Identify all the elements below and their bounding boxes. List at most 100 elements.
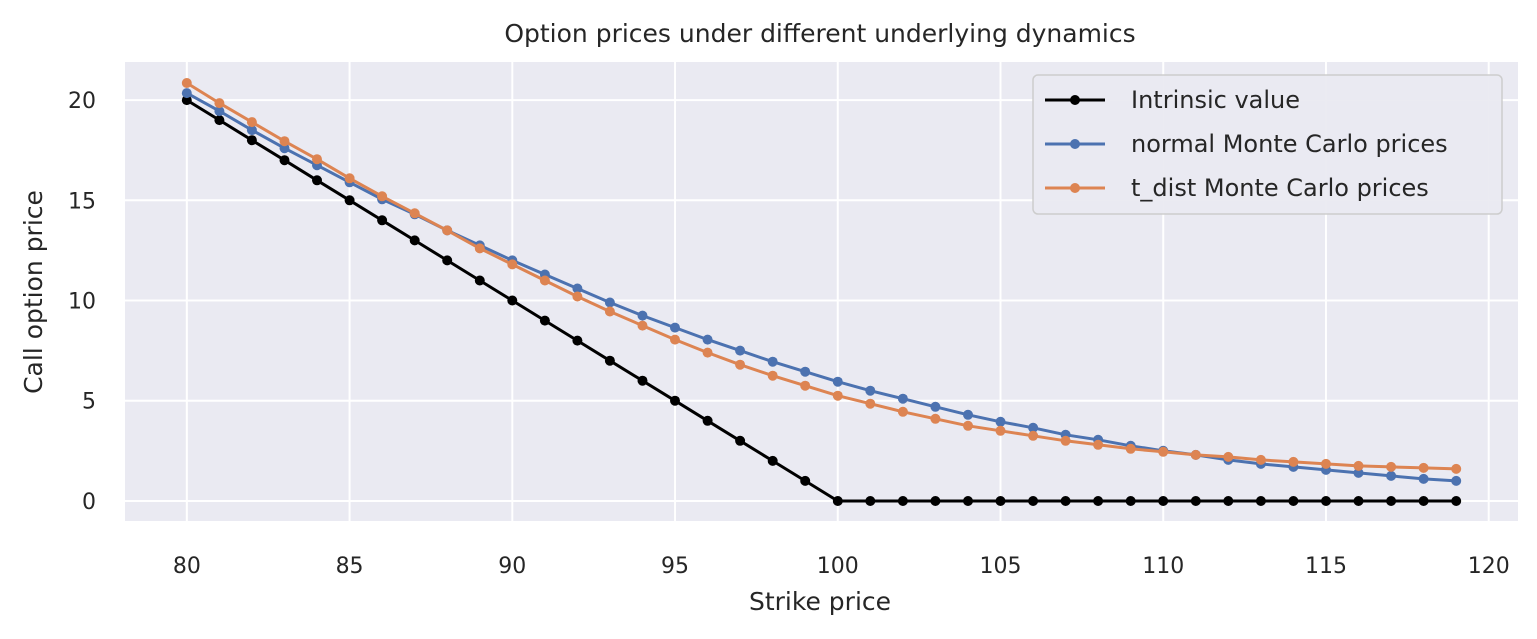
data-point	[963, 496, 973, 506]
legend-marker	[1070, 183, 1080, 193]
legend-label: Intrinsic value	[1131, 86, 1300, 114]
x-tick-label: 95	[661, 554, 689, 579]
data-point	[1386, 496, 1397, 506]
data-point	[865, 385, 876, 396]
data-point	[604, 355, 615, 366]
series-2	[181, 78, 1462, 474]
legend-label: normal Monte Carlo prices	[1131, 130, 1448, 158]
x-tick-label: 100	[817, 554, 859, 579]
data-point	[279, 143, 290, 154]
data-point	[1255, 454, 1266, 465]
data-point	[1288, 456, 1299, 467]
data-point	[735, 345, 746, 356]
series-line	[186, 81, 1457, 471]
x-tick-label: 85	[336, 554, 364, 579]
data-point	[572, 283, 583, 294]
data-point	[1451, 463, 1462, 474]
y-tick-label: 0	[82, 490, 96, 515]
data-point	[1418, 462, 1429, 473]
data-point	[377, 215, 388, 226]
data-point	[702, 334, 713, 345]
data-point	[767, 370, 778, 381]
x-axis-title: Strike price	[749, 587, 891, 616]
series-line	[186, 91, 1457, 483]
data-point	[246, 135, 257, 146]
data-point	[800, 475, 811, 486]
data-point	[539, 315, 550, 326]
data-point	[1418, 496, 1429, 506]
series-line	[186, 98, 1457, 503]
data-point	[1060, 496, 1071, 506]
data-point	[637, 375, 648, 386]
series-0	[181, 95, 1462, 506]
data-point	[1158, 496, 1169, 506]
data-point	[637, 310, 648, 321]
data-point	[735, 435, 746, 446]
data-point	[1386, 461, 1397, 472]
data-point	[1093, 496, 1104, 506]
data-point	[800, 366, 811, 377]
data-point	[1060, 435, 1071, 446]
data-point	[1451, 496, 1462, 506]
data-point	[670, 395, 680, 406]
data-point	[995, 416, 1006, 427]
x-tick-label: 120	[1468, 554, 1510, 579]
data-point	[312, 154, 322, 165]
data-point	[246, 117, 257, 128]
data-point	[1418, 473, 1429, 484]
data-point	[832, 376, 843, 387]
data-point	[670, 334, 680, 345]
data-point	[1353, 467, 1364, 478]
data-point	[409, 208, 420, 219]
data-point	[865, 398, 876, 409]
data-point	[1190, 449, 1201, 460]
data-point	[963, 409, 973, 420]
data-point	[1190, 496, 1201, 506]
data-point	[214, 98, 225, 109]
data-point	[572, 291, 583, 302]
x-tick-label: 115	[1305, 554, 1347, 579]
data-point	[246, 125, 257, 136]
data-point	[702, 415, 713, 426]
data-point	[832, 390, 843, 401]
data-point	[377, 191, 388, 202]
x-tick-label: 90	[498, 554, 526, 579]
data-point	[930, 496, 941, 506]
data-point	[604, 297, 615, 308]
data-point	[1288, 496, 1299, 506]
data-point	[800, 380, 811, 391]
data-point	[181, 95, 192, 106]
y-tick-label: 20	[68, 89, 96, 114]
data-point	[214, 106, 225, 117]
data-point	[1125, 443, 1136, 454]
data-point	[1353, 460, 1364, 471]
data-point	[995, 425, 1006, 436]
data-point	[930, 401, 941, 412]
data-point	[181, 78, 192, 88]
data-point	[897, 406, 908, 417]
data-point	[930, 413, 941, 424]
data-point	[1093, 439, 1104, 450]
data-point	[702, 347, 713, 358]
data-point	[507, 259, 518, 270]
data-point	[995, 496, 1006, 506]
data-point	[572, 335, 583, 346]
x-tick-label: 105	[980, 554, 1022, 579]
data-point	[442, 255, 453, 266]
y-tick-label: 5	[82, 390, 96, 415]
data-point	[344, 173, 355, 184]
data-point	[1028, 496, 1039, 506]
legend-marker	[1070, 139, 1080, 149]
data-point	[474, 275, 485, 286]
y-tick-label: 10	[68, 290, 96, 315]
legend: Intrinsic value normal Monte Carlo prices…	[1032, 74, 1503, 215]
data-point	[474, 243, 485, 254]
data-point	[181, 88, 192, 99]
x-tick-label: 80	[173, 554, 201, 579]
data-point	[637, 320, 648, 331]
legend-box	[1032, 74, 1503, 215]
data-point	[1321, 458, 1331, 469]
data-point	[1451, 475, 1462, 486]
data-point	[1321, 496, 1331, 506]
